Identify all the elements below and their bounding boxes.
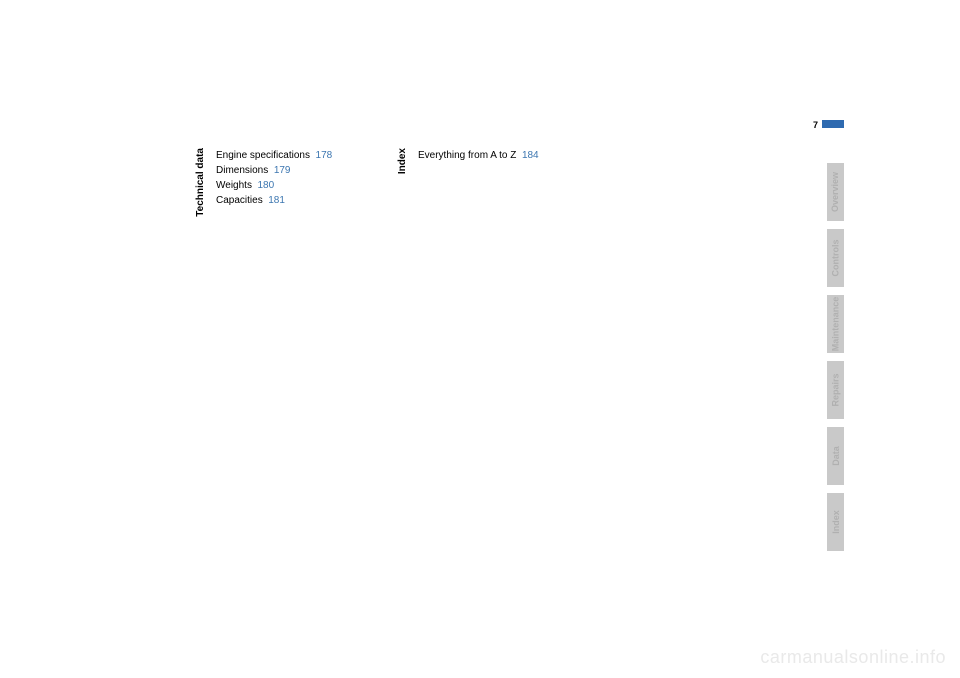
toc-entry-text: Engine specifications bbox=[216, 150, 316, 161]
side-tab-label: Maintenance bbox=[831, 297, 841, 352]
content-block: Everything from A to Z 184 bbox=[418, 148, 539, 163]
toc-entry-text: Dimensions bbox=[216, 165, 274, 176]
side-tab[interactable]: Maintenance bbox=[827, 295, 844, 353]
section-label: Technical data bbox=[195, 148, 206, 217]
toc-entry-page[interactable]: 181 bbox=[268, 195, 285, 206]
toc-entry: Dimensions 179 bbox=[216, 163, 332, 178]
toc-entry-page[interactable]: 184 bbox=[522, 150, 539, 161]
toc-entry-text: Capacities bbox=[216, 195, 268, 206]
toc-entry-page[interactable]: 180 bbox=[258, 180, 275, 191]
toc-entry-page[interactable]: 179 bbox=[274, 165, 291, 176]
toc-entry: Weights 180 bbox=[216, 178, 332, 193]
page-number: 7 bbox=[813, 120, 818, 130]
side-tab[interactable]: Repairs bbox=[827, 361, 844, 419]
toc-entry: Everything from A to Z 184 bbox=[418, 148, 539, 163]
page-bar bbox=[822, 120, 844, 128]
toc-entry: Capacities 181 bbox=[216, 193, 332, 208]
side-tab-label: Repairs bbox=[831, 373, 841, 406]
side-tab[interactable]: Overview bbox=[827, 163, 844, 221]
side-tab-label: Index bbox=[831, 510, 841, 534]
section-label: Index bbox=[397, 148, 408, 174]
toc-entry: Engine specifications 178 bbox=[216, 148, 332, 163]
watermark: carmanualsonline.info bbox=[760, 647, 946, 668]
content-block: Engine specifications 178Dimensions 179W… bbox=[216, 148, 332, 208]
side-tab-label: Data bbox=[831, 446, 841, 466]
side-tab[interactable]: Controls bbox=[827, 229, 844, 287]
side-tab-label: Controls bbox=[831, 240, 841, 277]
toc-entry-text: Everything from A to Z bbox=[418, 150, 522, 161]
toc-entry-page[interactable]: 178 bbox=[316, 150, 333, 161]
side-tab-label: Overview bbox=[831, 172, 841, 212]
side-tab[interactable]: Index bbox=[827, 493, 844, 551]
side-tab[interactable]: Data bbox=[827, 427, 844, 485]
toc-entry-text: Weights bbox=[216, 180, 258, 191]
